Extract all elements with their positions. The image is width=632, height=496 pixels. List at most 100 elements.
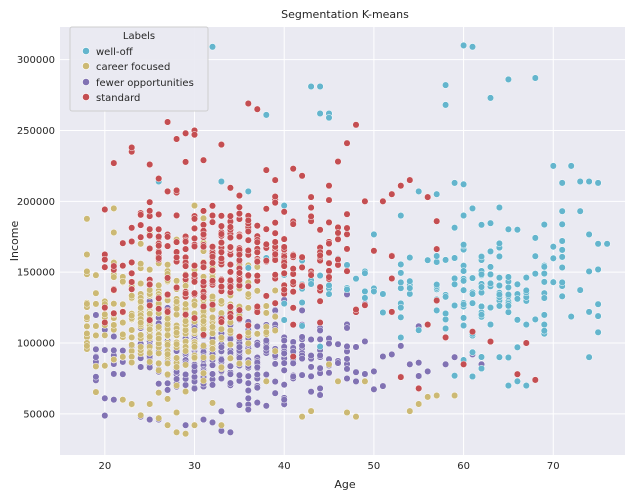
point-fewer-opportunities — [235, 343, 243, 351]
point-well-off — [379, 308, 387, 317]
point-career-focused — [164, 395, 172, 403]
point-fewer-opportunities — [271, 389, 279, 397]
point-well-off — [433, 281, 441, 289]
point-standard — [226, 303, 234, 311]
point-standard — [226, 212, 234, 220]
point-well-off — [397, 313, 405, 321]
point-well-off — [558, 292, 566, 300]
point-standard — [173, 211, 181, 219]
legend-marker-fewer-opportunities — [82, 78, 90, 86]
point-fewer-opportunities — [217, 343, 225, 351]
point-well-off — [477, 364, 486, 373]
point-well-off — [531, 315, 539, 323]
point-standard — [110, 309, 118, 317]
point-standard — [262, 205, 270, 213]
point-standard — [424, 321, 432, 329]
point-well-off — [415, 326, 423, 334]
point-fewer-opportunities — [352, 377, 360, 385]
point-career-focused — [173, 381, 181, 390]
point-standard — [244, 246, 252, 255]
point-standard — [415, 384, 423, 392]
point-standard — [271, 250, 279, 258]
point-well-off — [540, 327, 548, 335]
point-career-focused — [244, 329, 252, 337]
point-well-off — [316, 272, 324, 280]
point-fewer-opportunities — [298, 355, 306, 363]
point-career-focused — [164, 341, 172, 349]
point-career-focused — [155, 281, 163, 289]
y-tick-label: 250000 — [17, 126, 55, 137]
point-well-off — [513, 295, 521, 303]
point-well-off — [442, 324, 450, 333]
point-well-off — [486, 270, 495, 278]
point-career-focused — [217, 325, 225, 333]
point-standard — [235, 233, 243, 241]
point-standard — [217, 212, 225, 220]
point-well-off — [558, 253, 566, 261]
point-standard — [325, 182, 333, 190]
x-tick-label: 30 — [188, 461, 201, 472]
point-standard — [146, 316, 154, 324]
point-fewer-opportunities — [226, 370, 234, 378]
point-well-off — [540, 270, 548, 278]
y-tick-labels: 50000 100000 150000 200000 250000 300000 — [17, 55, 55, 420]
point-standard — [155, 294, 163, 302]
point-fewer-opportunities — [244, 372, 252, 380]
point-well-off — [576, 207, 584, 215]
point-fewer-opportunities — [119, 347, 127, 355]
point-standard — [226, 261, 234, 269]
point-career-focused — [128, 326, 136, 334]
point-standard — [199, 207, 208, 215]
point-standard — [460, 360, 468, 368]
point-standard — [244, 99, 252, 108]
point-well-off — [549, 243, 557, 251]
point-fewer-opportunities — [182, 421, 190, 429]
point-fewer-opportunities — [226, 379, 234, 387]
point-standard — [137, 211, 145, 219]
point-fewer-opportunities — [92, 311, 100, 319]
point-well-off — [504, 382, 512, 390]
point-standard — [244, 282, 252, 290]
point-standard — [146, 281, 154, 289]
point-standard — [182, 129, 190, 137]
point-standard — [110, 262, 118, 270]
point-career-focused — [137, 298, 145, 306]
point-standard — [110, 286, 118, 294]
point-fewer-opportunities — [271, 378, 279, 386]
point-standard — [424, 193, 432, 201]
point-career-focused — [307, 407, 315, 415]
point-career-focused — [361, 377, 369, 385]
point-standard — [406, 176, 414, 184]
point-well-off — [531, 74, 539, 82]
point-well-off — [307, 82, 315, 91]
point-well-off — [558, 237, 566, 245]
point-well-off — [451, 301, 459, 310]
point-well-off — [504, 283, 512, 291]
point-standard — [217, 222, 225, 230]
point-career-focused — [110, 321, 118, 329]
point-standard — [325, 240, 333, 248]
point-standard — [370, 247, 378, 255]
point-standard — [226, 223, 234, 231]
point-career-focused — [128, 292, 136, 300]
point-career-focused — [137, 304, 145, 312]
point-standard — [226, 276, 234, 285]
point-standard — [208, 218, 217, 226]
point-fewer-opportunities — [155, 380, 163, 388]
point-fewer-opportunities — [182, 381, 190, 389]
point-standard — [208, 211, 217, 220]
point-fewer-opportunities — [253, 399, 261, 407]
point-career-focused — [271, 286, 279, 295]
point-well-off — [433, 252, 441, 260]
point-standard — [101, 304, 109, 312]
point-well-off — [576, 177, 584, 186]
point-well-off — [406, 254, 414, 262]
point-well-off — [352, 275, 360, 283]
point-career-focused — [217, 421, 225, 429]
point-fewer-opportunities — [298, 333, 306, 341]
point-standard — [289, 321, 297, 329]
point-well-off — [585, 308, 593, 316]
point-standard — [217, 283, 225, 291]
point-well-off — [244, 264, 252, 272]
point-standard — [343, 210, 351, 218]
